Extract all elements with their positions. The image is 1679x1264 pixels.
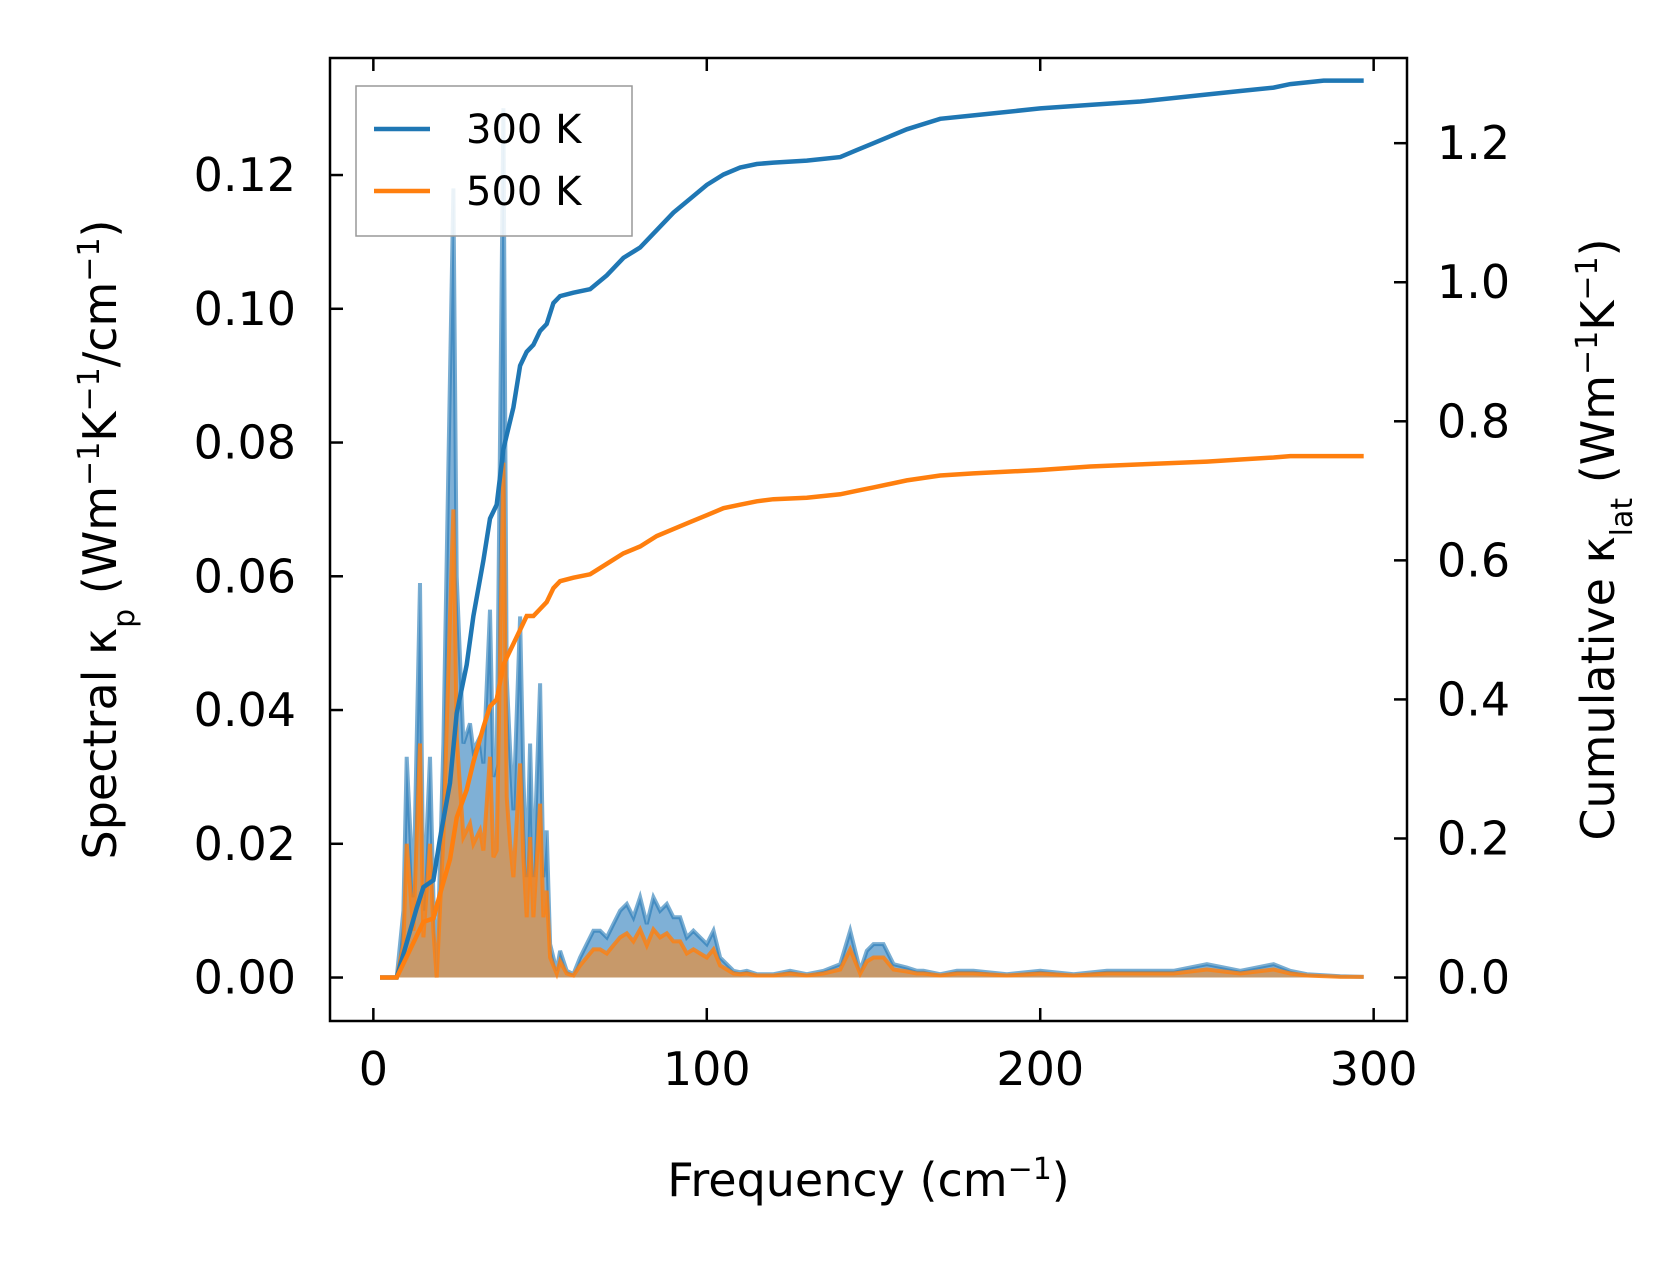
y-left-label-unit: (Wm (73, 486, 127, 609)
y-left-label-sup2: −1 (72, 367, 107, 411)
legend-label-500K: 500 K (466, 169, 583, 215)
x-tick-label: 100 (663, 1042, 751, 1096)
cumulative-500K-line (380, 453, 1364, 980)
y-right-label-tail: ) (1571, 238, 1625, 256)
y-right-label-sup2: −1 (1570, 256, 1605, 300)
x-axis-label: Frequency (cm−1) (667, 1152, 1070, 1208)
y-right-tick-label: 0.2 (1437, 811, 1510, 865)
cumulative-300K-line (380, 78, 1364, 980)
y-right-tick-label: 0.0 (1437, 951, 1510, 1005)
y-right-label-pre: Cumulative κ (1571, 536, 1625, 840)
y-right-tick-label: 0.8 (1437, 394, 1510, 448)
y-right-label-sub: lat (1605, 498, 1640, 537)
y-right-tick-label: 0.6 (1437, 533, 1510, 587)
y-left-tick-label: 0.08 (194, 416, 296, 470)
y-left-label-sup1: −1 (72, 442, 107, 486)
y-right-label-unit: (Wm (1571, 375, 1625, 498)
y-axis-left-label: Spectral κp (Wm−1K−1/cm−1) (72, 220, 142, 860)
x-tick-label: 300 (1330, 1042, 1418, 1096)
legend: 300 K 500 K (355, 85, 633, 237)
axes-frame (328, 56, 1409, 1023)
x-axis-label-sup: −1 (1008, 1152, 1052, 1187)
y-right-label-sup1: −1 (1570, 331, 1605, 375)
ticks: 0 100 200 300 0.00 0.02 0.04 0.06 0.08 0.10 0.12 0.… (194, 58, 1510, 1096)
y-right-label-mid: K (1571, 299, 1625, 331)
y-left-label-sup3: −1 (72, 237, 107, 281)
y-left-label-sub: p (107, 609, 142, 628)
y-right-tick-label: 0.4 (1437, 672, 1510, 726)
y-left-tick-label: 0.06 (194, 549, 296, 603)
y-left-label-mid: K (73, 410, 127, 442)
y-left-label-pre: Spectral κ (73, 628, 127, 860)
y-left-tick-label: 0.00 (194, 951, 296, 1005)
plot-area (380, 78, 1364, 980)
x-axis-label-tail: ) (1052, 1153, 1070, 1207)
legend-box (355, 85, 633, 237)
y-left-tick-label: 0.02 (194, 817, 296, 871)
x-tick-label: 0 (359, 1042, 388, 1096)
y-left-tick-label: 0.12 (194, 148, 296, 202)
x-tick-label: 200 (996, 1042, 1084, 1096)
y-right-tick-label: 1.0 (1437, 255, 1510, 309)
legend-label-300K: 300 K (466, 107, 583, 153)
spectral-500K-line (380, 462, 1364, 980)
y-left-tick-label: 0.10 (194, 282, 296, 336)
y-left-tick-label: 0.04 (194, 683, 296, 737)
y-right-tick-label: 1.2 (1437, 116, 1510, 170)
y-left-label-mid2: /cm (73, 282, 127, 368)
x-axis-label-main: Frequency (cm (667, 1153, 1007, 1207)
y-left-label-tail: ) (73, 220, 127, 238)
spectral-500K-area (380, 462, 1364, 978)
y-axis-right-label: Cumulative κlat (Wm−1K−1) (1570, 238, 1640, 840)
